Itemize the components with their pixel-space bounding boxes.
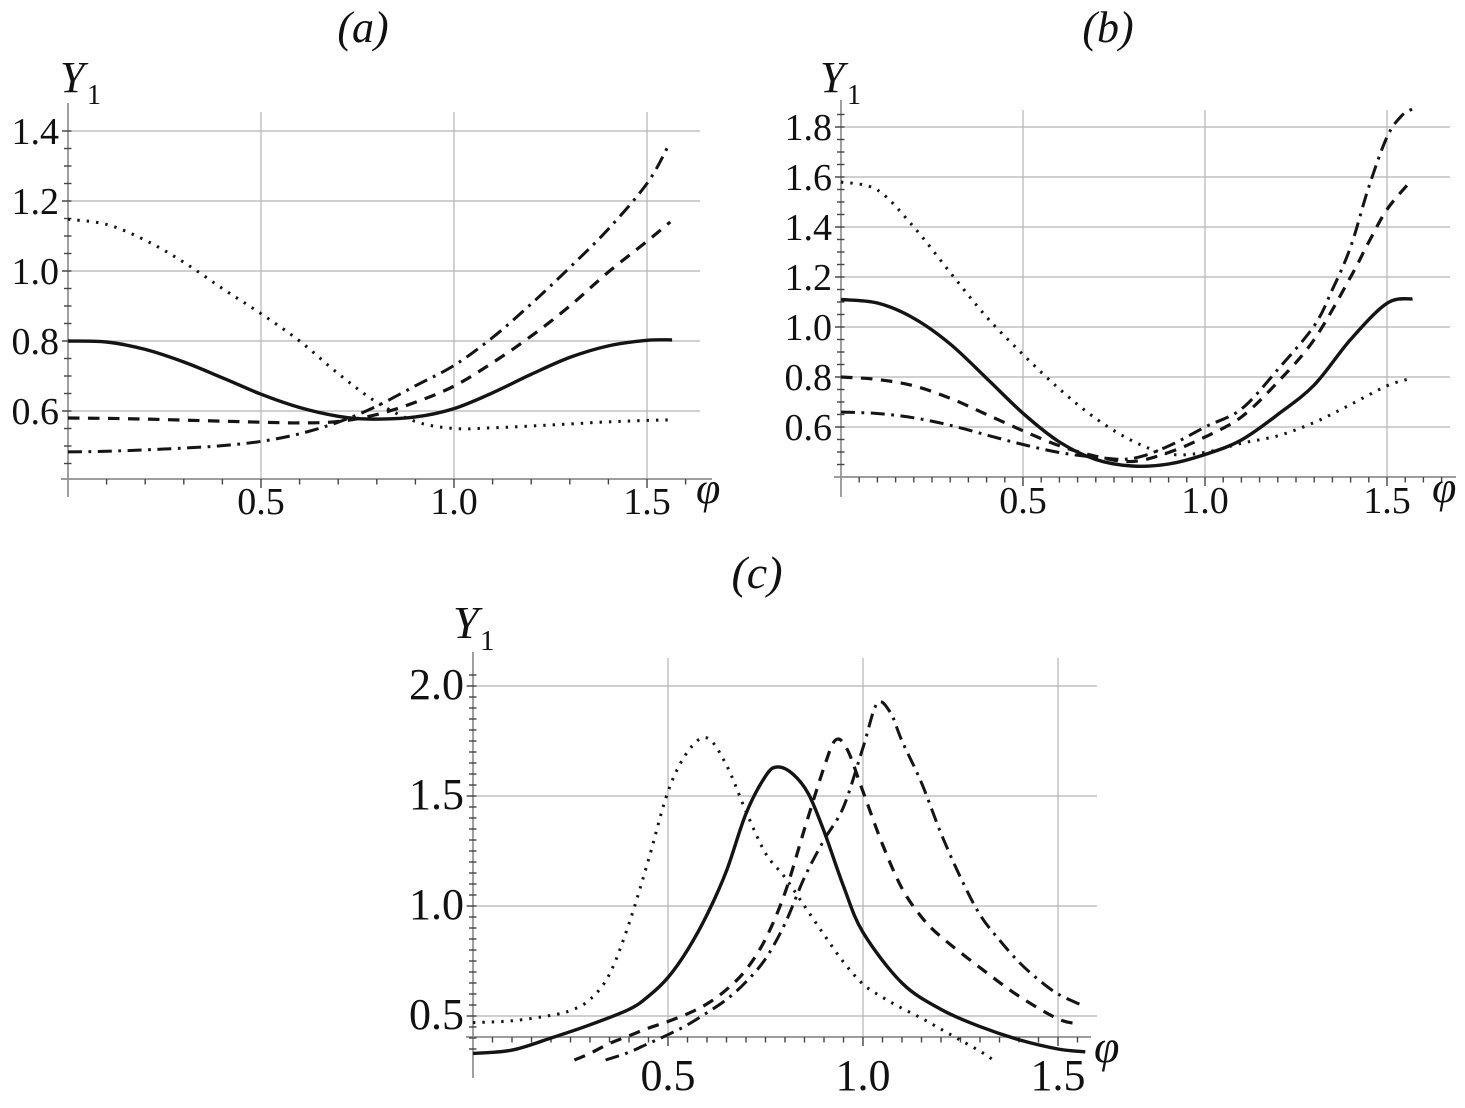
curve-dashed <box>573 737 1078 1062</box>
y-tick-label: 0.8 <box>785 357 833 399</box>
curve-dash-dot <box>605 700 1083 1062</box>
plot-c: 0.5 1.0 1.5 0.5 1.0 1.5 2.0 (c) Y 1 φ <box>409 547 1119 1100</box>
curve-dotted <box>840 180 1410 457</box>
x-tick-label: 1.5 <box>623 481 671 523</box>
curve-solid <box>840 297 1413 468</box>
curve-solid <box>472 765 1086 1056</box>
y-tick-label: 1.5 <box>409 770 464 819</box>
panel-title: (b) <box>1082 3 1133 52</box>
y-tick-label: 1.0 <box>409 880 464 929</box>
x-tick-label: 1.5 <box>1031 1051 1086 1100</box>
x-tick-label: 1.0 <box>430 481 478 523</box>
y-tick-label: 1.8 <box>785 107 833 149</box>
curve-dashed <box>840 182 1411 464</box>
y-tick-label: 0.8 <box>12 321 60 363</box>
y-tick-label: 1.2 <box>12 181 60 223</box>
plot-a: 0.5 1.0 1.5 0.6 0.8 1.0 1.2 1.4 (a) Y 1 φ <box>12 3 721 523</box>
x-axis-label: φ <box>1432 463 1456 512</box>
x-tick-label: 1.0 <box>1181 480 1229 522</box>
panel-title: (a) <box>337 3 388 52</box>
x-tick-label: 1.5 <box>1363 480 1411 522</box>
panel-title: (c) <box>731 547 782 598</box>
y-tick-label: 0.6 <box>785 407 833 449</box>
plot-b: 0.5 1.0 1.5 0.6 0.8 1.0 1.2 1.4 1.6 1.8 (b) Y 1 φ <box>785 3 1457 522</box>
x-axis-label: φ <box>696 464 720 513</box>
x-tick-label: 0.5 <box>641 1051 696 1100</box>
y-tick-label: 1.2 <box>785 257 833 299</box>
curve-dotted <box>472 736 993 1061</box>
x-tick-label: 0.5 <box>999 480 1047 522</box>
y-tick-label: 0.5 <box>409 990 464 1039</box>
y-axis-label: Y <box>453 597 483 648</box>
curve-dotted <box>67 217 673 431</box>
y-tick-label: 0.6 <box>12 391 60 433</box>
y-tick-label: 1.0 <box>785 307 833 349</box>
y-axis-label-subscript: 1 <box>847 80 861 111</box>
y-axis-label: Y <box>820 53 849 102</box>
y-tick-label: 1.4 <box>12 111 60 153</box>
curve-solid <box>67 338 673 421</box>
y-tick-label: 1.6 <box>785 157 833 199</box>
y-tick-label: 1.4 <box>785 207 833 249</box>
curve-dash-dot <box>840 107 1414 461</box>
y-tick-label: 1.0 <box>12 251 60 293</box>
y-tick-label: 2.0 <box>409 660 464 709</box>
y-axis-label-subscript: 1 <box>87 80 101 111</box>
x-axis-label: φ <box>1094 1021 1119 1072</box>
y-axis-label: Y <box>60 53 89 102</box>
x-tick-label: 1.0 <box>836 1051 891 1100</box>
curve-dash-dot <box>67 145 670 454</box>
y-axis-label-subscript: 1 <box>480 625 495 657</box>
x-tick-label: 0.5 <box>237 481 285 523</box>
curve-dashed <box>67 220 672 425</box>
